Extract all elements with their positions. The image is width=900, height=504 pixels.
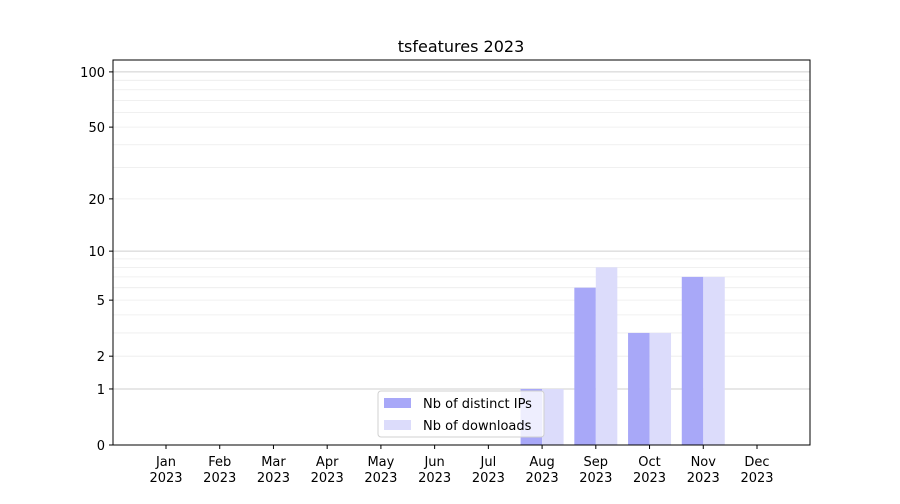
bar-downloads [649, 332, 672, 445]
x-tick-label: Jan 2023 [149, 455, 182, 486]
chart-title: tsfeatures 2023 [398, 37, 525, 56]
legend: Nb of distinct IPs Nb of downloads [377, 390, 545, 438]
legend-swatch [384, 398, 411, 408]
y-tick-label: 20 [88, 193, 105, 208]
x-tick-label: Feb 2023 [203, 455, 236, 486]
x-tick-label: Mar 2023 [257, 455, 290, 486]
x-tick-label: Nov 2023 [687, 455, 720, 486]
legend-box [377, 390, 545, 438]
x-tick-label: Oct 2023 [633, 455, 666, 486]
bar-ips [681, 276, 704, 445]
y-tick-label: 2 [97, 350, 105, 365]
legend-label: Nb of downloads [423, 419, 532, 434]
bar-ips [574, 287, 596, 445]
y-tick-label: 5 [97, 294, 105, 309]
legend-swatch [384, 420, 411, 430]
x-tick-label: Aug 2023 [526, 455, 559, 486]
x-tick-label: Dec 2023 [740, 455, 773, 486]
x-tick-label: Apr 2023 [311, 455, 344, 486]
plot-frame [112, 59, 811, 446]
y-tick-label: 1 [97, 383, 105, 398]
bar-downloads [595, 267, 618, 445]
y-tick-label: 50 [88, 121, 105, 136]
y-tick-label: 10 [88, 245, 105, 260]
x-tick-label: Jul 2023 [472, 455, 505, 486]
legend-label: Nb of distinct IPs [423, 397, 532, 412]
x-tick-label: May 2023 [364, 455, 397, 486]
y-tick-label: 0 [97, 439, 105, 454]
bar-downloads [703, 276, 725, 445]
y-tick-label: 100 [80, 66, 105, 81]
x-tick-label: Sep 2023 [579, 455, 612, 486]
bar-downloads [542, 388, 564, 445]
bar-ips [628, 332, 650, 445]
x-tick-label: Jun 2023 [418, 455, 451, 486]
